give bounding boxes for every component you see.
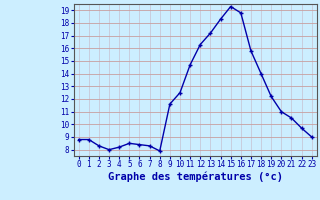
X-axis label: Graphe des températures (°c): Graphe des températures (°c) [108, 172, 283, 182]
